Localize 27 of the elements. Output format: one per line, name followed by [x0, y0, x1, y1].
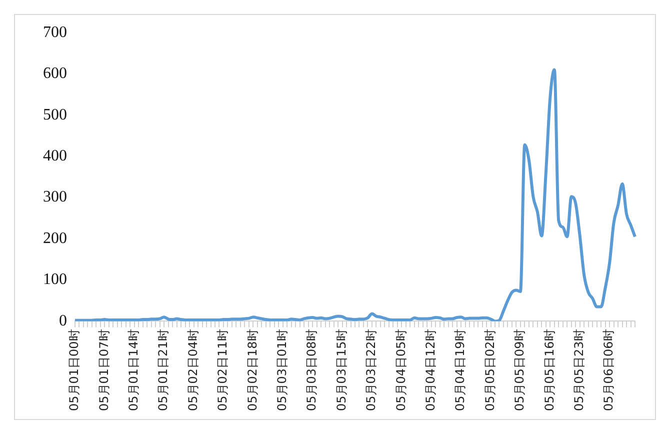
x-tick-label: 05月01日00时 — [67, 329, 82, 412]
x-tick-label: 05月03日15时 — [334, 329, 348, 412]
x-tick-label: 05月04日19时 — [453, 329, 468, 412]
x-tick-label: 05月05日02时 — [482, 329, 497, 412]
y-tick-label: 0 — [59, 312, 67, 330]
x-tick-label: 05月02日11时 — [216, 329, 230, 412]
x-tick-label: 05月02日04时 — [186, 329, 200, 412]
x-tick-label: 05月03日08时 — [304, 329, 319, 412]
x-tick-label: 05月04日05时 — [394, 329, 408, 412]
x-tick-label: 05月01日07时 — [96, 329, 111, 412]
x-tick-label: 05月06日06时 — [602, 329, 616, 412]
y-tick-label: 400 — [43, 147, 67, 164]
y-tick-label: 300 — [43, 188, 67, 206]
y-tick-label: 500 — [43, 106, 67, 124]
x-tick-label: 05月05日23时 — [572, 329, 586, 412]
y-tick-label: 100 — [43, 271, 67, 288]
x-tick-label: 05月01日14时 — [126, 329, 141, 412]
x-tick-label: 05月04日12时 — [423, 329, 438, 412]
x-tick-label: 05月03日01时 — [275, 329, 290, 412]
x-tick-label: 05月05日16时 — [542, 329, 556, 412]
x-tick-label: 05月01日21时 — [156, 329, 170, 412]
x-tick-label: 05月02日18时 — [245, 329, 260, 412]
y-tick-label: 700 — [43, 24, 67, 41]
y-tick-label: 200 — [43, 230, 67, 247]
x-tick-label: 05月03日22时 — [364, 329, 378, 412]
x-tick-label: 05月05日09时 — [512, 329, 527, 412]
y-tick-label: 600 — [43, 65, 67, 82]
